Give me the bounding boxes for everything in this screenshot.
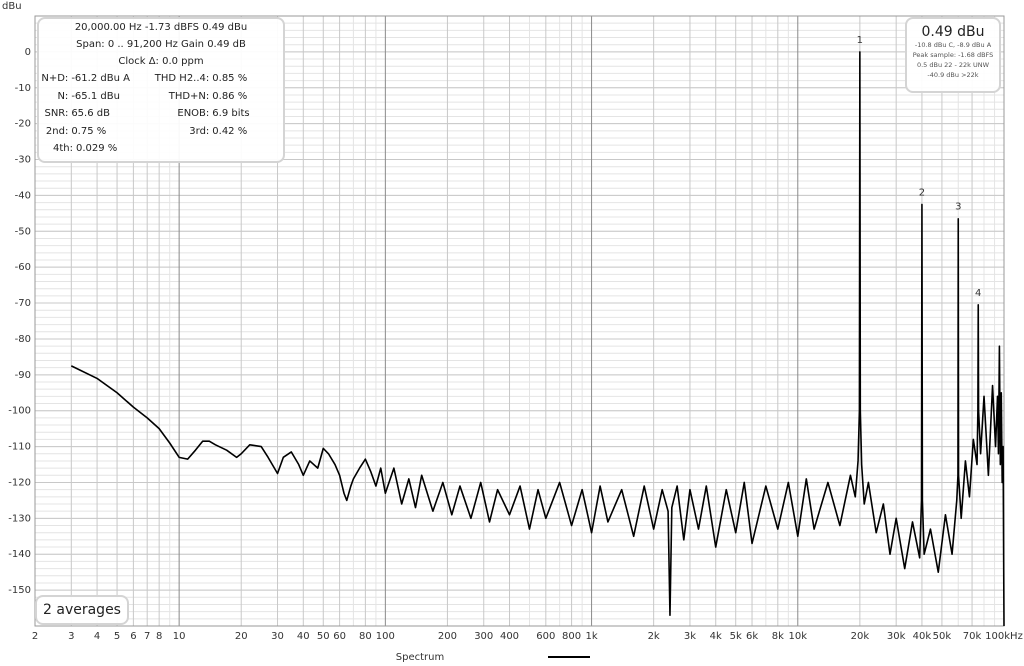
info-cell: 65.6 dB	[71, 108, 110, 119]
info-header: Span: 0 .. 91,200 Hz Gain 0.49 dB	[76, 39, 246, 50]
info-cell: ENOB:	[177, 108, 210, 119]
info-cell: 0.85 %	[212, 73, 248, 84]
y-tick-label: -130	[8, 513, 31, 524]
x-tick-label: 40	[297, 631, 310, 642]
info-row: SNR: 65.6 dB ENOB: 6.9 bits	[39, 105, 283, 123]
x-tick-label: 80	[359, 631, 372, 642]
x-tick-label: 100kHz	[985, 631, 1023, 642]
y-tick-label: -150	[8, 585, 31, 596]
info-cell: -65.1 dBu	[71, 90, 120, 102]
y-tick-label: -40	[15, 190, 31, 201]
peak-label: 1	[857, 35, 863, 46]
info-cell: N+D:	[41, 73, 69, 84]
y-tick-label: -110	[8, 442, 31, 453]
info-row: 4th: 0.029 %	[39, 140, 283, 158]
spectrum-line	[70, 51, 1005, 627]
x-tick-label: 7	[144, 631, 150, 642]
info-row: N: -65.1 dBu THD+N: 0.86 %	[39, 88, 283, 106]
y-tick-label: -90	[15, 370, 31, 381]
level-line: -40.9 dBu >22k	[927, 71, 979, 79]
peak-label: 3	[955, 202, 961, 213]
info-row: N+D: -61.2 dBu A THD H2..4: 0.85 %	[39, 70, 283, 88]
y-tick-label: -60	[15, 262, 31, 273]
legend-label: Spectrum	[396, 652, 444, 663]
x-tick-label: 6k	[746, 631, 758, 642]
info-cell: THD+N:	[168, 90, 210, 102]
y-axis-label: dBu	[2, 1, 22, 12]
level-line: Peak sample: -1.68 dBFS	[912, 51, 994, 59]
info-cell: THD H2..4:	[154, 73, 210, 84]
info-cell: 0.029 %	[76, 143, 118, 154]
plot-frame	[34, 15, 1005, 627]
y-tick-label: -70	[15, 298, 31, 309]
x-tick-label: 4k	[710, 631, 722, 642]
x-tick-label: 5	[114, 631, 120, 642]
peak-label: 4	[975, 288, 981, 299]
level-main: 0.49 dBu	[921, 24, 985, 40]
peak-label: 2	[919, 187, 925, 198]
level-line: -10.8 dBu C, -8.9 dBu A	[914, 41, 992, 49]
y-tick-label: 0	[25, 47, 31, 58]
info-header: Clock Δ: 0.0 ppm	[118, 56, 204, 67]
info-cell: SNR:	[44, 108, 69, 119]
info-cell: 3rd:	[189, 125, 210, 137]
info-cell: 0.75 %	[71, 125, 107, 137]
level-line: 0.5 dBu 22 - 22k UNW	[916, 61, 990, 69]
x-tick-label: 20	[235, 631, 248, 642]
x-tick-label: 8	[156, 631, 162, 642]
info-cell: 0.42 %	[212, 125, 248, 137]
x-tick-label: 6	[130, 631, 136, 642]
x-tick-label: 20k	[851, 631, 870, 642]
x-tick-label: 800	[562, 631, 581, 642]
x-tick-label: 30	[271, 631, 284, 642]
x-tick-label: 300	[474, 631, 493, 642]
info-cell: 6.9 bits	[212, 108, 250, 119]
x-tick-label: 2k	[648, 631, 660, 642]
x-tick-label: 70k	[963, 631, 982, 642]
y-tick-label: -100	[8, 406, 31, 417]
x-tick-label: 100	[376, 631, 395, 642]
x-tick-label: 3	[68, 631, 74, 642]
y-tick-label: -20	[15, 119, 31, 130]
y-tick-label: -120	[8, 477, 31, 488]
x-tick-label: 4	[94, 631, 100, 642]
info-cell: N:	[57, 90, 69, 102]
x-tick-label: 400	[500, 631, 519, 642]
info-cell: 4th:	[53, 143, 73, 154]
x-tick-label: 60	[333, 631, 346, 642]
level-box: 0.49 dBu -10.8 dBu C, -8.9 dBu A Peak sam…	[905, 17, 1001, 93]
x-tick-label: 200	[438, 631, 457, 642]
x-tick-label: 50k	[933, 631, 952, 642]
x-tick-label: 10k	[789, 631, 808, 642]
info-cell: 2nd:	[45, 125, 69, 137]
x-tick-label: 600	[536, 631, 555, 642]
info-header: 20,000.00 Hz -1.73 dBFS 0.49 dBu	[74, 22, 248, 33]
info-cell: 0.86 %	[212, 90, 248, 102]
x-tick-label: 2	[32, 631, 38, 642]
y-tick-label: -10	[15, 83, 31, 94]
x-tick-label: 10	[173, 631, 186, 642]
x-tick-label: 40k	[913, 631, 932, 642]
x-tick-label: 50	[317, 631, 330, 642]
x-tick-label: 30k	[887, 631, 906, 642]
y-tick-label: -50	[15, 226, 31, 237]
x-tick-label: 3k	[684, 631, 696, 642]
x-tick-label: 1k	[585, 631, 597, 642]
info-row: 2nd: 0.75 % 3rd: 0.42 %	[39, 123, 283, 141]
x-tick-label: 5k	[730, 631, 742, 642]
y-tick-label: -140	[8, 549, 31, 560]
info-box: 20,000.00 Hz -1.73 dBFS 0.49 dBu Span: 0 …	[37, 17, 285, 163]
averages-box[interactable]: 2 averages	[35, 595, 129, 625]
y-tick-label: -80	[15, 334, 31, 345]
x-tick-label: 8k	[772, 631, 784, 642]
y-tick-label: -30	[15, 155, 31, 166]
info-cell: -61.2 dBu A	[71, 73, 130, 84]
